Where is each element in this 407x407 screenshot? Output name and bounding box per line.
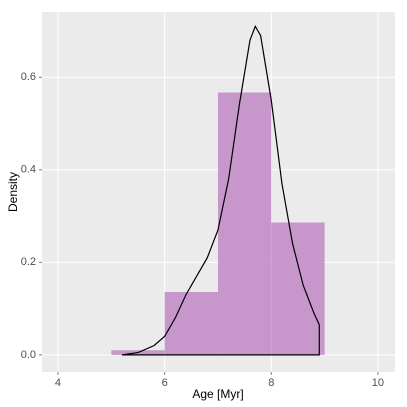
y-tick-label: 0.2 <box>21 256 36 268</box>
bar <box>217 92 272 355</box>
y-tick-label: 0.4 <box>21 164 36 176</box>
x-tick-label: 6 <box>162 377 168 389</box>
bar <box>164 291 218 355</box>
y-axis-title: Density <box>6 172 20 212</box>
density-line <box>121 24 320 356</box>
x-tick-label: 10 <box>372 377 384 389</box>
x-axis-title: Age [Myr] <box>192 387 243 401</box>
bar <box>271 222 325 355</box>
y-tick-label: 0.0 <box>21 349 36 361</box>
x-tick-label: 8 <box>268 377 274 389</box>
marks <box>111 24 325 356</box>
y-tick-label: 0.6 <box>21 71 36 83</box>
x-tick-label: 4 <box>55 377 61 389</box>
